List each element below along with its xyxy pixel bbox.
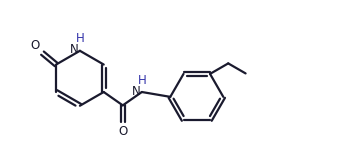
Text: O: O: [30, 38, 39, 52]
Text: H: H: [137, 74, 146, 87]
Text: O: O: [118, 125, 127, 138]
Text: H: H: [76, 32, 84, 45]
Text: N: N: [132, 85, 141, 97]
Text: N: N: [70, 43, 79, 56]
